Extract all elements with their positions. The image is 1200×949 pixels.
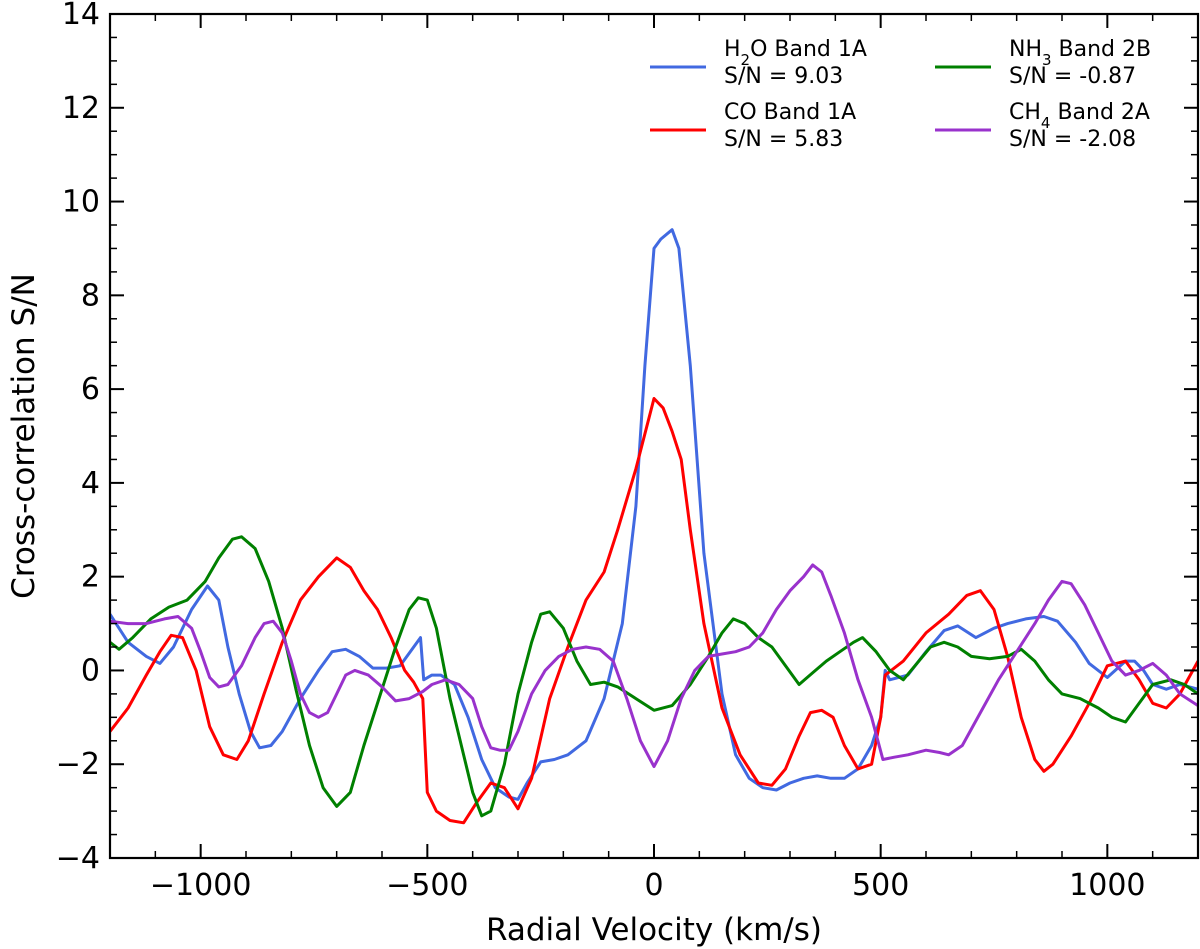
legend-series-name: CO Band 1A: [724, 100, 856, 125]
y-tick-label: 12: [62, 91, 100, 126]
legend-entry-3: CH4 Band 2AS/N = -2.08: [935, 100, 1150, 152]
y-tick-label: 8: [81, 278, 100, 313]
x-tick-label: 500: [852, 868, 909, 903]
legend-entry-1: CO Band 1AS/N = 5.83: [650, 100, 856, 152]
y-tick-label: 6: [81, 372, 100, 407]
legend-entry-2: NH3 Band 2BS/N = -0.87: [935, 37, 1151, 89]
y-tick-label: 2: [81, 560, 100, 595]
y-axis-title: Cross-correlation S/N: [6, 273, 42, 599]
legend-series-name: NH3 Band 2B: [1009, 37, 1151, 69]
legend-snr: S/N = 5.83: [724, 127, 843, 152]
series-layer: [110, 228, 1198, 825]
legend-snr: S/N = -0.87: [1009, 64, 1136, 89]
series-line-3: [110, 563, 1198, 769]
legend-snr: S/N = -2.08: [1009, 127, 1136, 152]
tick-layer: −1000 −500 0 500 1000 −4 −2 0 2 4 6 8 10 12 14: [56, 0, 1199, 903]
series-line-2: [110, 535, 1198, 818]
y-tick-label: 0: [81, 653, 100, 688]
legend: H2O Band 1AS/N = 9.03 CO Band 1AS/N = 5.8…: [650, 37, 1151, 152]
y-tick-label: −2: [56, 747, 100, 782]
legend-entry-0: H2O Band 1AS/N = 9.03: [650, 37, 867, 89]
x-tick-label: −1000: [150, 868, 251, 903]
series-line-1: [110, 397, 1198, 825]
x-axis-title: Radial Velocity (km/s): [486, 912, 822, 948]
legend-series-name: H2O Band 1A: [724, 37, 867, 69]
y-tick-label: 14: [62, 0, 100, 32]
y-tick-label: 4: [81, 466, 100, 501]
x-tick-label: −500: [386, 868, 468, 903]
legend-series-name: CH4 Band 2A: [1009, 100, 1150, 132]
x-tick-label: 0: [644, 868, 663, 903]
y-tick-label: −4: [56, 841, 100, 876]
legend-snr: S/N = 9.03: [724, 64, 843, 89]
x-tick-label: 1000: [1069, 868, 1145, 903]
y-tick-label: 10: [62, 185, 100, 220]
